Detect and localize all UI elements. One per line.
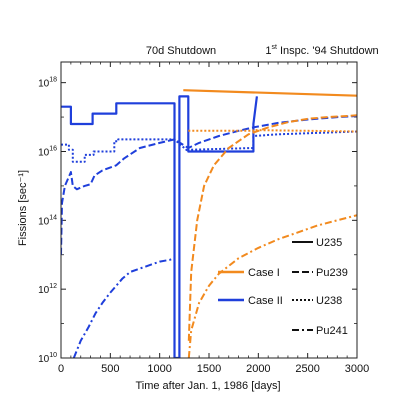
- shutdown-70d-annotation: 70d Shutdown: [146, 45, 216, 57]
- legend-isotope-label: Pu241: [316, 325, 348, 337]
- inspection-shutdown-annotation: 1st Inspc. '94 Shutdown: [265, 44, 378, 57]
- x-tick-label: 1500: [197, 363, 221, 375]
- y-tick-label: 1014: [38, 214, 57, 227]
- x-tick-label: 0: [58, 363, 64, 375]
- legend-isotope-label: Pu239: [316, 267, 348, 279]
- series-line-case-ii-pu241: [72, 257, 175, 358]
- y-axis-title: Fissions [sec⁻¹]: [17, 170, 29, 246]
- chart-marks: 0 500 1000 1500 2000 2500 3000 1010 1012 1014 1016…: [38, 62, 369, 375]
- series-line-case-ii-pu239: [61, 115, 357, 255]
- series-line-case-ii-u238: [61, 130, 357, 163]
- series-line-case-ii-u235: [61, 95, 258, 358]
- y-tick-label: 1012: [38, 283, 57, 296]
- series-line-case-i-pu239: [187, 114, 357, 341]
- legend-case-label: Case II: [248, 295, 283, 307]
- x-tick-label: 500: [101, 363, 119, 375]
- legend-case-label: Case I: [248, 267, 280, 279]
- plot-frame: [60, 61, 358, 359]
- x-tick-label: 3000: [345, 363, 369, 375]
- series-group: [61, 89, 357, 358]
- inspection-prefix: 1: [265, 45, 271, 57]
- series-line-case-i-u235: [183, 89, 357, 97]
- x-tick-label: 1000: [147, 363, 171, 375]
- legend-isotope-label: U238: [316, 295, 342, 307]
- series-line-case-i-pu241: [187, 214, 357, 358]
- inspection-suffix: Inspc. '94 Shutdown: [277, 45, 379, 57]
- legend-isotope-label: U235: [316, 237, 342, 249]
- x-tick-label: 2500: [295, 363, 319, 375]
- series-line-case-i-u238: [188, 129, 357, 133]
- y-tick-label: 1018: [38, 77, 57, 90]
- inspection-superscript: st: [271, 44, 277, 51]
- y-tick-label: 1010: [38, 352, 57, 365]
- x-tick-label: 2000: [246, 363, 270, 375]
- y-tick-label: 1016: [38, 145, 57, 158]
- x-axis-title: Time after Jan. 1, 1986 [days]: [135, 380, 280, 392]
